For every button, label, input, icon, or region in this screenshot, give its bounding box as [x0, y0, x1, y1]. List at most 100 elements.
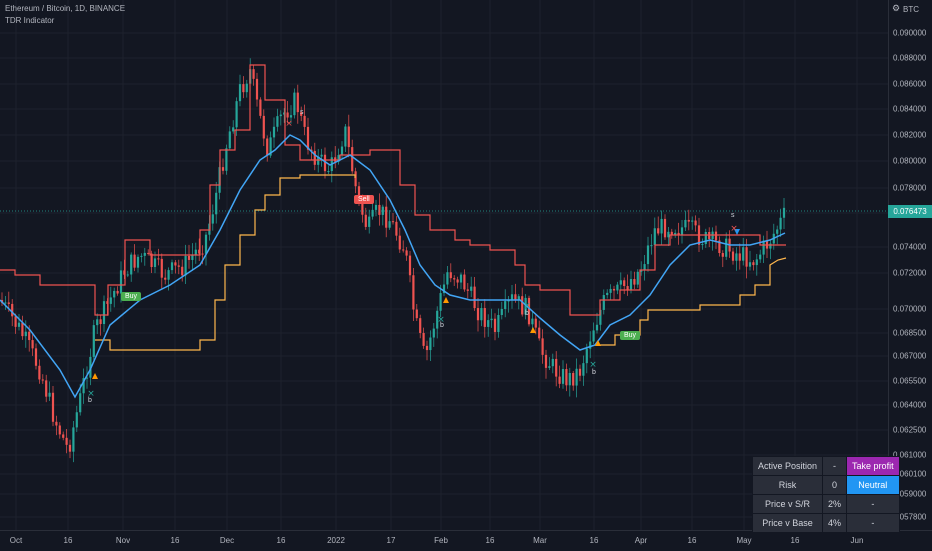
candle-body — [259, 99, 262, 116]
candle-body — [432, 328, 435, 338]
candle-body — [96, 319, 99, 326]
time-tick: 17 — [386, 536, 396, 545]
candle-body — [92, 325, 95, 357]
candle-body — [776, 229, 779, 234]
candle-body — [45, 380, 48, 397]
last-price-badge: 0.076473 — [888, 205, 932, 218]
time-axis[interactable]: Oct 16 Nov 16 Dec 16 2022 17 Feb 16 Mar 16 Apr 16 May 1… — [0, 530, 932, 551]
candle-body — [58, 425, 61, 435]
cross-icon: × — [437, 315, 445, 325]
candle-body — [548, 366, 551, 368]
candle-body — [500, 308, 503, 316]
candle-body — [170, 262, 174, 271]
price-tick: 0.088000 — [893, 53, 927, 63]
candle-body — [585, 348, 588, 364]
table-row: Price v Base 4% - — [751, 513, 900, 533]
time-tick: Feb — [434, 536, 448, 545]
candle-body — [21, 322, 24, 337]
up-triangle-icon — [92, 373, 98, 379]
table-cell: - — [822, 456, 848, 476]
price-chart[interactable]: × × × × × × — [0, 0, 888, 530]
candle-body — [714, 231, 718, 241]
candle-body — [555, 358, 558, 377]
candle-body — [412, 275, 415, 310]
candle-body — [354, 171, 357, 187]
price-tick: 0.074000 — [893, 242, 927, 252]
candle-body — [371, 209, 374, 217]
candle-body — [385, 206, 388, 228]
candle-body — [633, 279, 636, 285]
candle-body — [364, 214, 367, 227]
gear-icon[interactable]: ⚙ — [892, 3, 901, 13]
candle-body — [62, 434, 65, 438]
candle-body — [446, 272, 449, 285]
table-cell: Neutral — [846, 475, 900, 495]
candle-body — [235, 101, 238, 128]
time-tick: 16 — [790, 536, 800, 545]
candle-body — [483, 308, 486, 327]
candle-body — [694, 220, 697, 226]
candle-body — [419, 318, 422, 333]
price-axis[interactable]: 0.090000 0.088000 0.086000 0.084000 0.082000… — [888, 0, 932, 530]
cross-icon: × — [87, 389, 95, 399]
price-tick: 0.064000 — [893, 400, 927, 410]
candle-body — [619, 280, 622, 285]
candle-body — [269, 137, 272, 156]
candle-body — [568, 372, 571, 386]
candle-body — [558, 376, 561, 384]
table-cell: Price v S/R — [751, 494, 824, 514]
cross-icon: × — [285, 119, 293, 129]
table-cell: Take profit — [846, 456, 900, 476]
candle-body — [255, 78, 259, 100]
candle-body — [340, 146, 344, 156]
price-tick: 0.068500 — [893, 328, 927, 338]
candle-body — [215, 192, 218, 215]
candle-body — [453, 278, 456, 280]
candle-body — [4, 302, 7, 304]
candle-body — [592, 330, 595, 342]
candle-body — [187, 255, 191, 260]
candle-body — [51, 392, 55, 422]
candle-body — [174, 262, 177, 266]
candle-body — [388, 221, 391, 228]
candle-body — [160, 258, 163, 278]
candle-body — [473, 286, 476, 309]
price-tick: 0.082000 — [893, 130, 927, 140]
candle-body — [184, 255, 187, 276]
candle-body — [650, 245, 653, 247]
candle-body — [459, 274, 463, 283]
price-tick: 0.062500 — [893, 425, 927, 435]
candle-body — [408, 255, 412, 276]
candle-body — [242, 84, 245, 93]
candle-body — [133, 254, 136, 268]
currency-label: BTC — [903, 5, 919, 14]
candle-body — [164, 277, 167, 280]
s-label: s — [731, 212, 735, 219]
candle-body — [782, 207, 786, 218]
candle-body — [317, 156, 320, 165]
candle-body — [109, 297, 112, 304]
candle-body — [752, 262, 755, 266]
time-tick: 16 — [63, 536, 73, 545]
candle-body — [742, 247, 745, 261]
s-label: s — [300, 109, 304, 116]
candle-body — [262, 115, 265, 139]
candle-body — [660, 218, 663, 234]
candle-body — [75, 412, 78, 428]
candle-body — [38, 365, 41, 380]
candle-body — [157, 258, 160, 260]
candle-body — [762, 240, 765, 255]
candle-body — [521, 296, 524, 315]
candle-body — [691, 220, 694, 222]
down-triangle-icon — [734, 229, 740, 235]
indicator-title[interactable]: TDR Indicator — [5, 16, 55, 25]
price-tick: 0.065500 — [893, 376, 927, 386]
candle-body — [130, 254, 133, 275]
symbol-title[interactable]: Ethereum / Bitcoin, 1D, BINANCE — [5, 4, 126, 13]
price-tick: 0.086000 — [893, 79, 927, 89]
sell-label: Sell — [354, 195, 374, 204]
cross-icon: × — [589, 360, 597, 370]
candle-body — [14, 316, 17, 327]
candle-body — [303, 115, 306, 127]
candle-body — [497, 315, 500, 332]
